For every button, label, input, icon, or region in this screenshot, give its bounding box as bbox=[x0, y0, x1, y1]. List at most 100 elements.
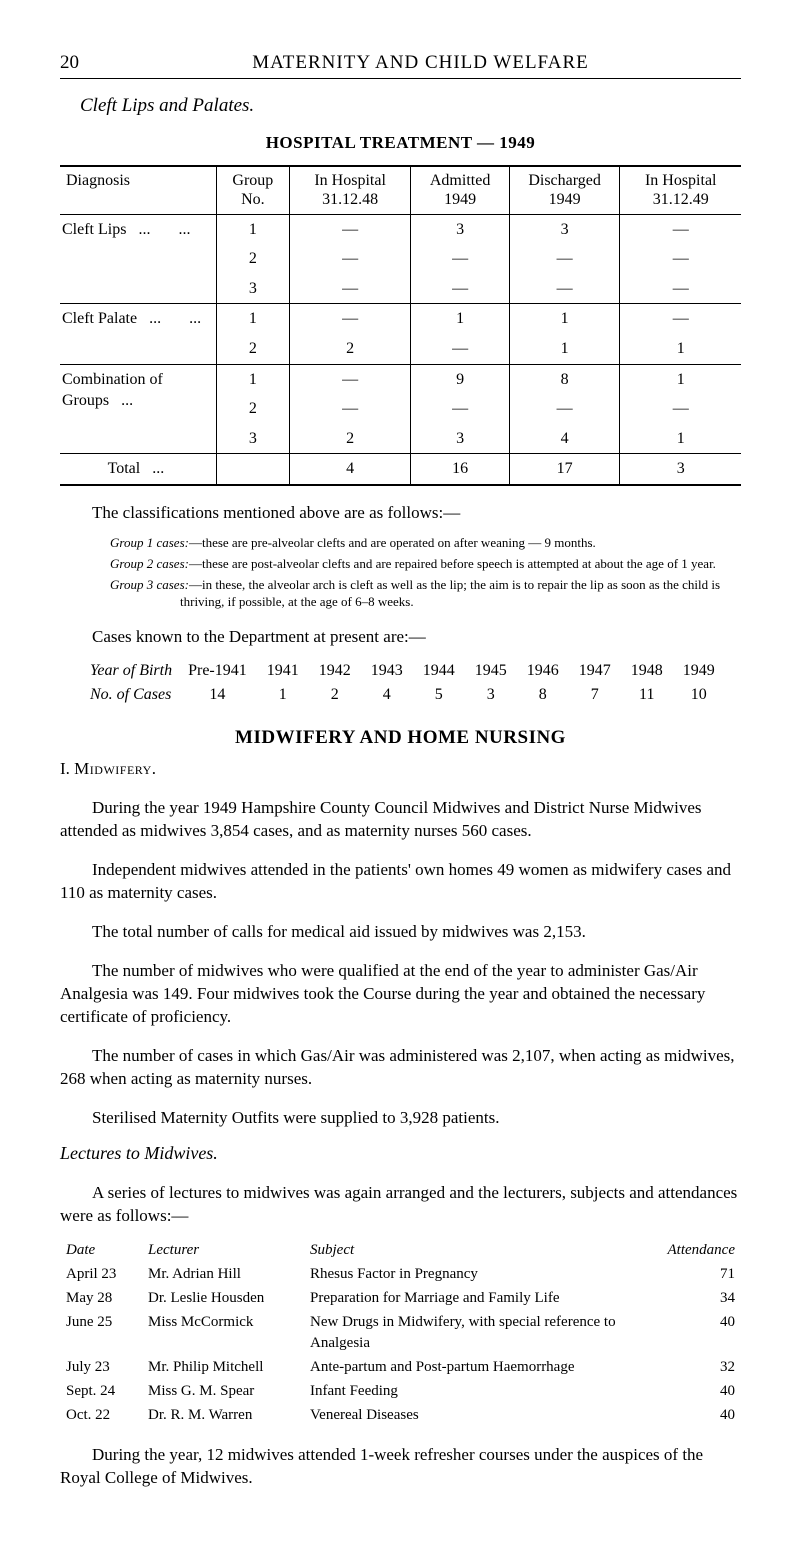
diagnosis-cell: Cleft Lips bbox=[60, 214, 216, 304]
lect-subject: New Drugs in Midwifery, with special ref… bbox=[304, 1310, 649, 1355]
lect-subject: Venereal Diseases bbox=[304, 1403, 649, 1427]
table-row: July 23Mr. Philip MitchellAnte-partum an… bbox=[60, 1355, 741, 1379]
table-row: May 28Dr. Leslie HousdenPreparation for … bbox=[60, 1286, 741, 1310]
section-title: Cleft Lips and Palates. bbox=[80, 93, 741, 119]
lect-attendance: 34 bbox=[649, 1286, 741, 1310]
closing-paragraph: During the year, 12 midwives attended 1-… bbox=[60, 1444, 741, 1490]
col-in-48: In Hospital 31.12.48 bbox=[289, 166, 411, 214]
table-cell: — bbox=[411, 334, 509, 364]
yob-count: 1 bbox=[257, 683, 309, 707]
table-cell: 1 bbox=[509, 334, 620, 364]
group-def: Group 1 cases:—these are pre-alveolar cl… bbox=[110, 535, 741, 552]
table-cell: 1 bbox=[216, 364, 289, 394]
table-cell: 2 bbox=[289, 424, 411, 454]
body-paragraph: The number of cases in which Gas/Air was… bbox=[60, 1045, 741, 1091]
table-cell: 3 bbox=[216, 274, 289, 304]
yob-count: 14 bbox=[178, 683, 257, 707]
table-cell: 4 bbox=[509, 424, 620, 454]
table-cell: — bbox=[289, 244, 411, 274]
midwifery-heading: MIDWIFERY AND HOME NURSING bbox=[60, 725, 741, 751]
lect-attendance: 71 bbox=[649, 1262, 741, 1286]
body-paragraph: Independent midwives attended in the pat… bbox=[60, 859, 741, 905]
table-cell: — bbox=[411, 394, 509, 424]
yob-count: 7 bbox=[569, 683, 621, 707]
lect-attendance: 32 bbox=[649, 1355, 741, 1379]
lect-date: June 25 bbox=[60, 1310, 142, 1355]
table-cell: — bbox=[509, 274, 620, 304]
lectures-heading: Lectures to Midwives. bbox=[60, 1141, 741, 1165]
lectures-table: Date Lecturer Subject Attendance April 2… bbox=[60, 1238, 741, 1428]
group-def: Group 2 cases:—these are post-alveolar c… bbox=[110, 556, 741, 573]
lect-lecturer: Mr. Philip Mitchell bbox=[142, 1355, 304, 1379]
lect-lecturer: Miss McCormick bbox=[142, 1310, 304, 1355]
yob-year: 1944 bbox=[413, 659, 465, 683]
table-cell: — bbox=[620, 304, 741, 334]
table-row: June 25Miss McCormickNew Drugs in Midwif… bbox=[60, 1310, 741, 1355]
table-cell: — bbox=[289, 274, 411, 304]
yob-row-label: Year of Birth bbox=[80, 659, 178, 683]
lectures-intro: A series of lectures to midwives was aga… bbox=[60, 1182, 741, 1228]
table-cell: 1 bbox=[509, 304, 620, 334]
table-cell: — bbox=[509, 244, 620, 274]
yob-count: 3 bbox=[465, 683, 517, 707]
col-discharged: Discharged 1949 bbox=[509, 166, 620, 214]
total-cell: 16 bbox=[411, 454, 509, 485]
yob-count: 11 bbox=[621, 683, 673, 707]
lect-date: Oct. 22 bbox=[60, 1403, 142, 1427]
table-cell: — bbox=[289, 304, 411, 334]
yob-year: Pre-1941 bbox=[178, 659, 257, 683]
table-cell: 2 bbox=[216, 244, 289, 274]
table-cell: 3 bbox=[411, 424, 509, 454]
lect-lecturer: Dr. Leslie Housden bbox=[142, 1286, 304, 1310]
table-cell: — bbox=[620, 394, 741, 424]
table-cell: 1 bbox=[216, 214, 289, 244]
page-header: 20 MATERNITY AND CHILD WELFARE bbox=[60, 50, 741, 79]
table-cell: — bbox=[411, 244, 509, 274]
yob-year: 1945 bbox=[465, 659, 517, 683]
yob-year: 1947 bbox=[569, 659, 621, 683]
table-cell: — bbox=[620, 274, 741, 304]
lect-subject: Rhesus Factor in Pregnancy bbox=[304, 1262, 649, 1286]
table-cell: — bbox=[620, 244, 741, 274]
year-of-birth-table: Year of BirthPre-19411941194219431944194… bbox=[80, 659, 725, 706]
col-admitted: Admitted 1949 bbox=[411, 166, 509, 214]
midwifery-label: Midwifery. bbox=[74, 759, 156, 778]
hospital-table-caption: HOSPITAL TREATMENT — 1949 bbox=[60, 132, 741, 155]
yob-count: 4 bbox=[361, 683, 413, 707]
yob-year: 1949 bbox=[673, 659, 725, 683]
table-cell: 1 bbox=[411, 304, 509, 334]
table-cell: 3 bbox=[216, 424, 289, 454]
diagnosis-cell: Cleft Palate bbox=[60, 304, 216, 364]
total-cell: 17 bbox=[509, 454, 620, 485]
yob-year: 1948 bbox=[621, 659, 673, 683]
lect-lecturer: Miss G. M. Spear bbox=[142, 1379, 304, 1403]
table-cell: 3 bbox=[509, 214, 620, 244]
page-number: 20 bbox=[60, 50, 100, 76]
cases-known-intro: Cases known to the Department at present… bbox=[60, 626, 741, 649]
lect-col-date: Date bbox=[60, 1238, 142, 1262]
table-cell: — bbox=[411, 274, 509, 304]
table-cell: — bbox=[289, 364, 411, 394]
table-cell: 1 bbox=[216, 304, 289, 334]
table-cell: 9 bbox=[411, 364, 509, 394]
table-cell: 2 bbox=[216, 394, 289, 424]
running-head: MATERNITY AND CHILD WELFARE bbox=[100, 50, 741, 76]
classifications-intro: The classifications mentioned above are … bbox=[60, 502, 741, 525]
table-cell: 2 bbox=[216, 334, 289, 364]
table-cell: 8 bbox=[509, 364, 620, 394]
col-diagnosis: Diagnosis bbox=[60, 166, 216, 214]
yob-count: 10 bbox=[673, 683, 725, 707]
lect-lecturer: Mr. Adrian Hill bbox=[142, 1262, 304, 1286]
table-cell: 2 bbox=[289, 334, 411, 364]
roman-numeral: I. bbox=[60, 759, 70, 778]
yob-year: 1946 bbox=[517, 659, 569, 683]
table-row: Oct. 22Dr. R. M. WarrenVenereal Diseases… bbox=[60, 1403, 741, 1427]
yob-count: 8 bbox=[517, 683, 569, 707]
table-cell: — bbox=[289, 214, 411, 244]
table-cell: — bbox=[289, 394, 411, 424]
col-group-no: Group No. bbox=[216, 166, 289, 214]
lect-date: July 23 bbox=[60, 1355, 142, 1379]
lect-col-lecturer: Lecturer bbox=[142, 1238, 304, 1262]
lect-date: Sept. 24 bbox=[60, 1379, 142, 1403]
body-paragraph: The number of midwives who were qualifie… bbox=[60, 960, 741, 1029]
